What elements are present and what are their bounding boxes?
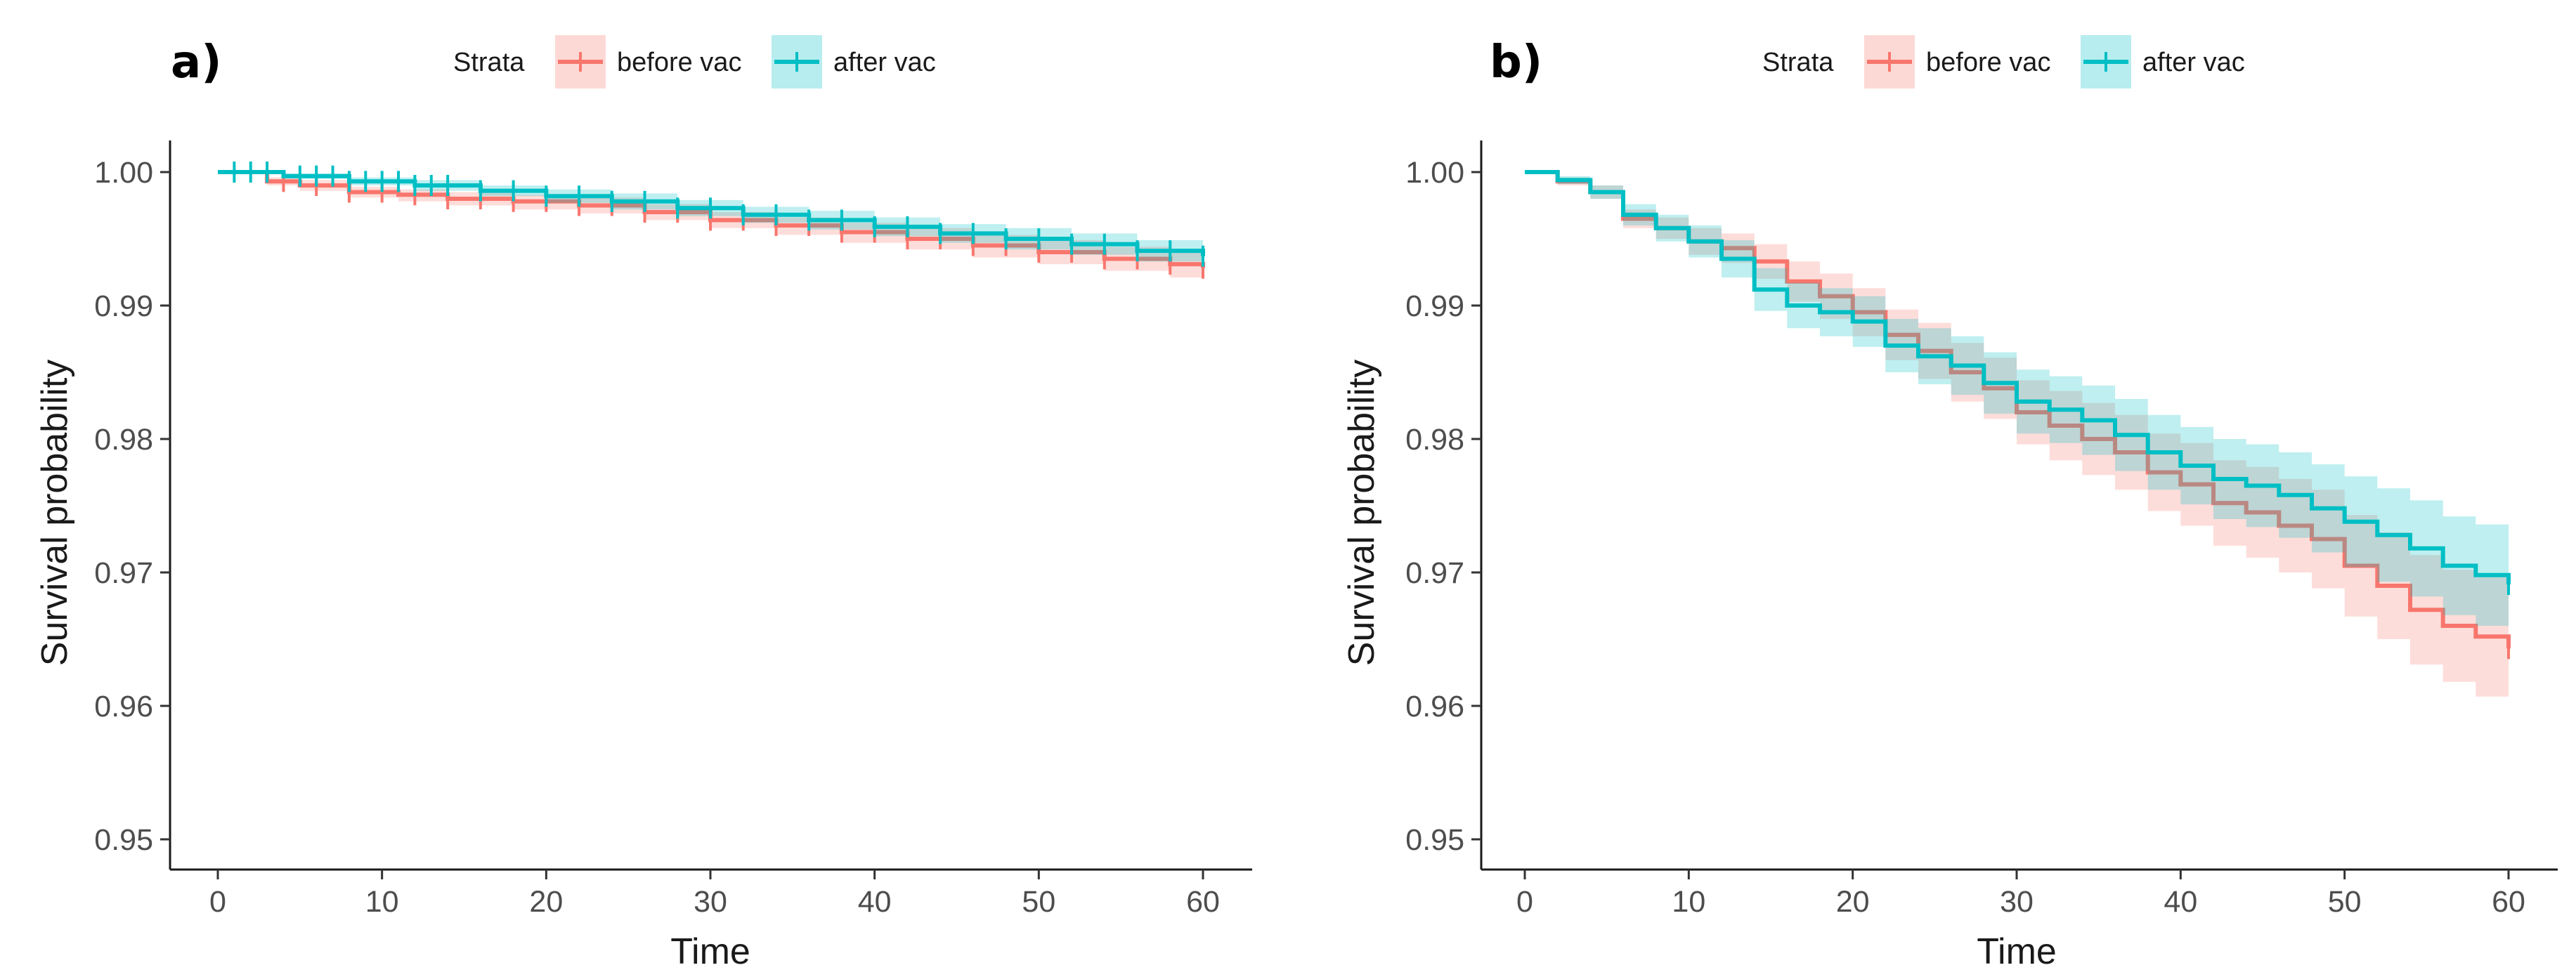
y-tick-label: 0.98: [94, 423, 153, 457]
confidence-band: [1525, 172, 2509, 637]
y-axis-title: Survival probability: [34, 360, 75, 666]
legend-label: after vac: [2142, 48, 2245, 77]
x-axis-title: Time: [1977, 931, 2057, 972]
x-tick-label: 10: [365, 885, 399, 919]
series-after-vac: [1525, 170, 2511, 637]
survival-curve: [1525, 170, 2511, 585]
x-tick-label: 60: [1186, 885, 1220, 919]
legend-item-after: after vac: [772, 35, 936, 88]
y-tick-label: 0.96: [94, 690, 153, 723]
panel-label: b): [1490, 37, 1542, 88]
series-after-vac: [218, 162, 1205, 268]
y-tick-label: 0.95: [94, 823, 153, 857]
panel-b: b) Strata before vac after vac 0.95 0.96 0.97 0…: [1341, 35, 2558, 972]
y-axis-title: Survival probability: [1341, 360, 1382, 666]
x-tick-label: 0: [209, 885, 226, 919]
y-tick-label: 1.00: [1405, 156, 1464, 190]
legend-title: Strata: [1762, 48, 1834, 77]
series-before-vac: [1525, 170, 2511, 710]
x-tick-label: 30: [2000, 885, 2034, 919]
x-tick-label: 50: [1022, 885, 1055, 919]
x-tick-label: 20: [1836, 885, 1870, 919]
legend-label: before vac: [1926, 48, 2050, 77]
x-axis-title: Time: [670, 931, 750, 972]
x-tick-label: 40: [2164, 885, 2197, 919]
legend-item-after: after vac: [2081, 35, 2245, 88]
y-tick-label: 0.98: [1405, 423, 1464, 457]
confidence-band: [1525, 172, 2509, 710]
y-tick-label: 1.00: [94, 156, 153, 190]
x-tick-label: 40: [858, 885, 892, 919]
y-tick-label: 0.99: [1405, 289, 1464, 323]
legend-label: after vac: [833, 48, 936, 77]
x-tick-label: 50: [2328, 885, 2362, 919]
x-tick-label: 20: [529, 885, 563, 919]
y-tick-label: 0.97: [1405, 556, 1464, 590]
panel-label: a): [171, 37, 221, 88]
y-tick-label: 0.95: [1405, 823, 1464, 857]
legend: Strata before vac after vac: [453, 35, 936, 88]
panel-a: a) Strata before vac after vac 0.95 0.96 0.97 0…: [34, 35, 1252, 972]
y-tick-label: 0.99: [94, 289, 153, 323]
legend: Strata before vac after vac: [1762, 35, 2245, 88]
y-tick-label: 0.96: [1405, 690, 1464, 723]
x-tick-label: 60: [2492, 885, 2525, 919]
x-tick-label: 0: [1516, 885, 1533, 919]
y-tick-label: 0.97: [94, 556, 153, 590]
x-tick-label: 10: [1672, 885, 1705, 919]
legend-title: Strata: [453, 48, 525, 77]
legend-item-before: before vac: [555, 35, 741, 88]
legend-label: before vac: [617, 48, 741, 77]
legend-item-before: before vac: [1864, 35, 2050, 88]
x-tick-label: 30: [694, 885, 727, 919]
